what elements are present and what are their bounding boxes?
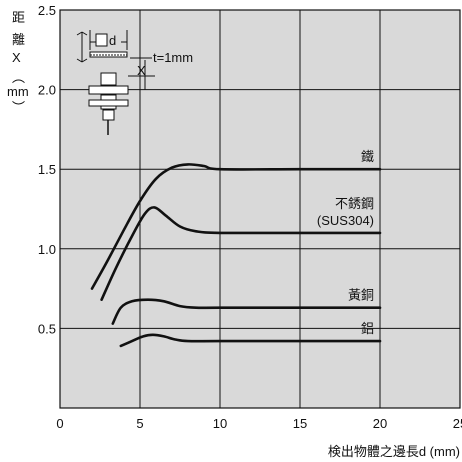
y-axis-label: 距離X ︵mm︶ — [7, 10, 29, 115]
y-axis-label-part: mm — [7, 84, 29, 99]
y-axis-label-part: ︵ — [12, 70, 25, 85]
y-tick-label: 2.0 — [38, 83, 56, 98]
inset-d-label: d — [109, 33, 116, 48]
series-label-stainless: 不銹鋼 — [335, 196, 374, 211]
series-line-iron — [90, 163, 382, 290]
inset-t-label: t=1mm — [153, 50, 193, 65]
x-tick-label: 15 — [293, 416, 307, 431]
y-axis-label-part: 離 — [12, 32, 25, 47]
target-plate-icon — [76, 30, 128, 63]
y-axis-label-part: X — [12, 50, 21, 65]
series-line-brass — [111, 298, 382, 325]
series-layer — [90, 163, 382, 348]
x-tick-label: 25 — [453, 416, 462, 431]
series-label-aluminum: 鋁 — [361, 321, 374, 336]
proximity-sensor-icon — [88, 72, 129, 135]
y-tick-label: 1.0 — [38, 242, 56, 257]
axes: 0 5 10 15 20 25 0.5 1.0 1.5 2.0 2.5 — [38, 3, 462, 431]
x-tick-label: 10 — [213, 416, 227, 431]
x-tick-label: 0 — [56, 416, 63, 431]
y-tick-label: 0.5 — [38, 321, 56, 336]
series-label-brass: 黃銅 — [348, 288, 374, 303]
y-tick-label: 2.5 — [38, 3, 56, 18]
x-gap-arrow-icon — [128, 60, 155, 90]
y-tick-label: 1.5 — [38, 162, 56, 177]
inset-x-label: X — [137, 63, 146, 78]
x-tick-label: 5 — [136, 416, 143, 431]
sensor-inset-diagram: d t=1mm X — [76, 30, 193, 135]
plot-frame — [59, 9, 461, 409]
y-axis-label-part: ︶ — [12, 100, 25, 115]
x-tick-label: 20 — [373, 416, 387, 431]
y-axis-label-part: 距 — [12, 10, 25, 25]
series-label-iron: 鐵 — [361, 149, 374, 164]
series-line-stainless — [100, 206, 382, 301]
x-axis-label: 検出物體之邊長d (mm) — [328, 444, 460, 459]
series-line-aluminum — [119, 333, 382, 348]
plot-area — [60, 10, 460, 408]
t-arrow-icon — [130, 45, 152, 67]
series-label-stainless: (SUS304) — [317, 213, 374, 228]
